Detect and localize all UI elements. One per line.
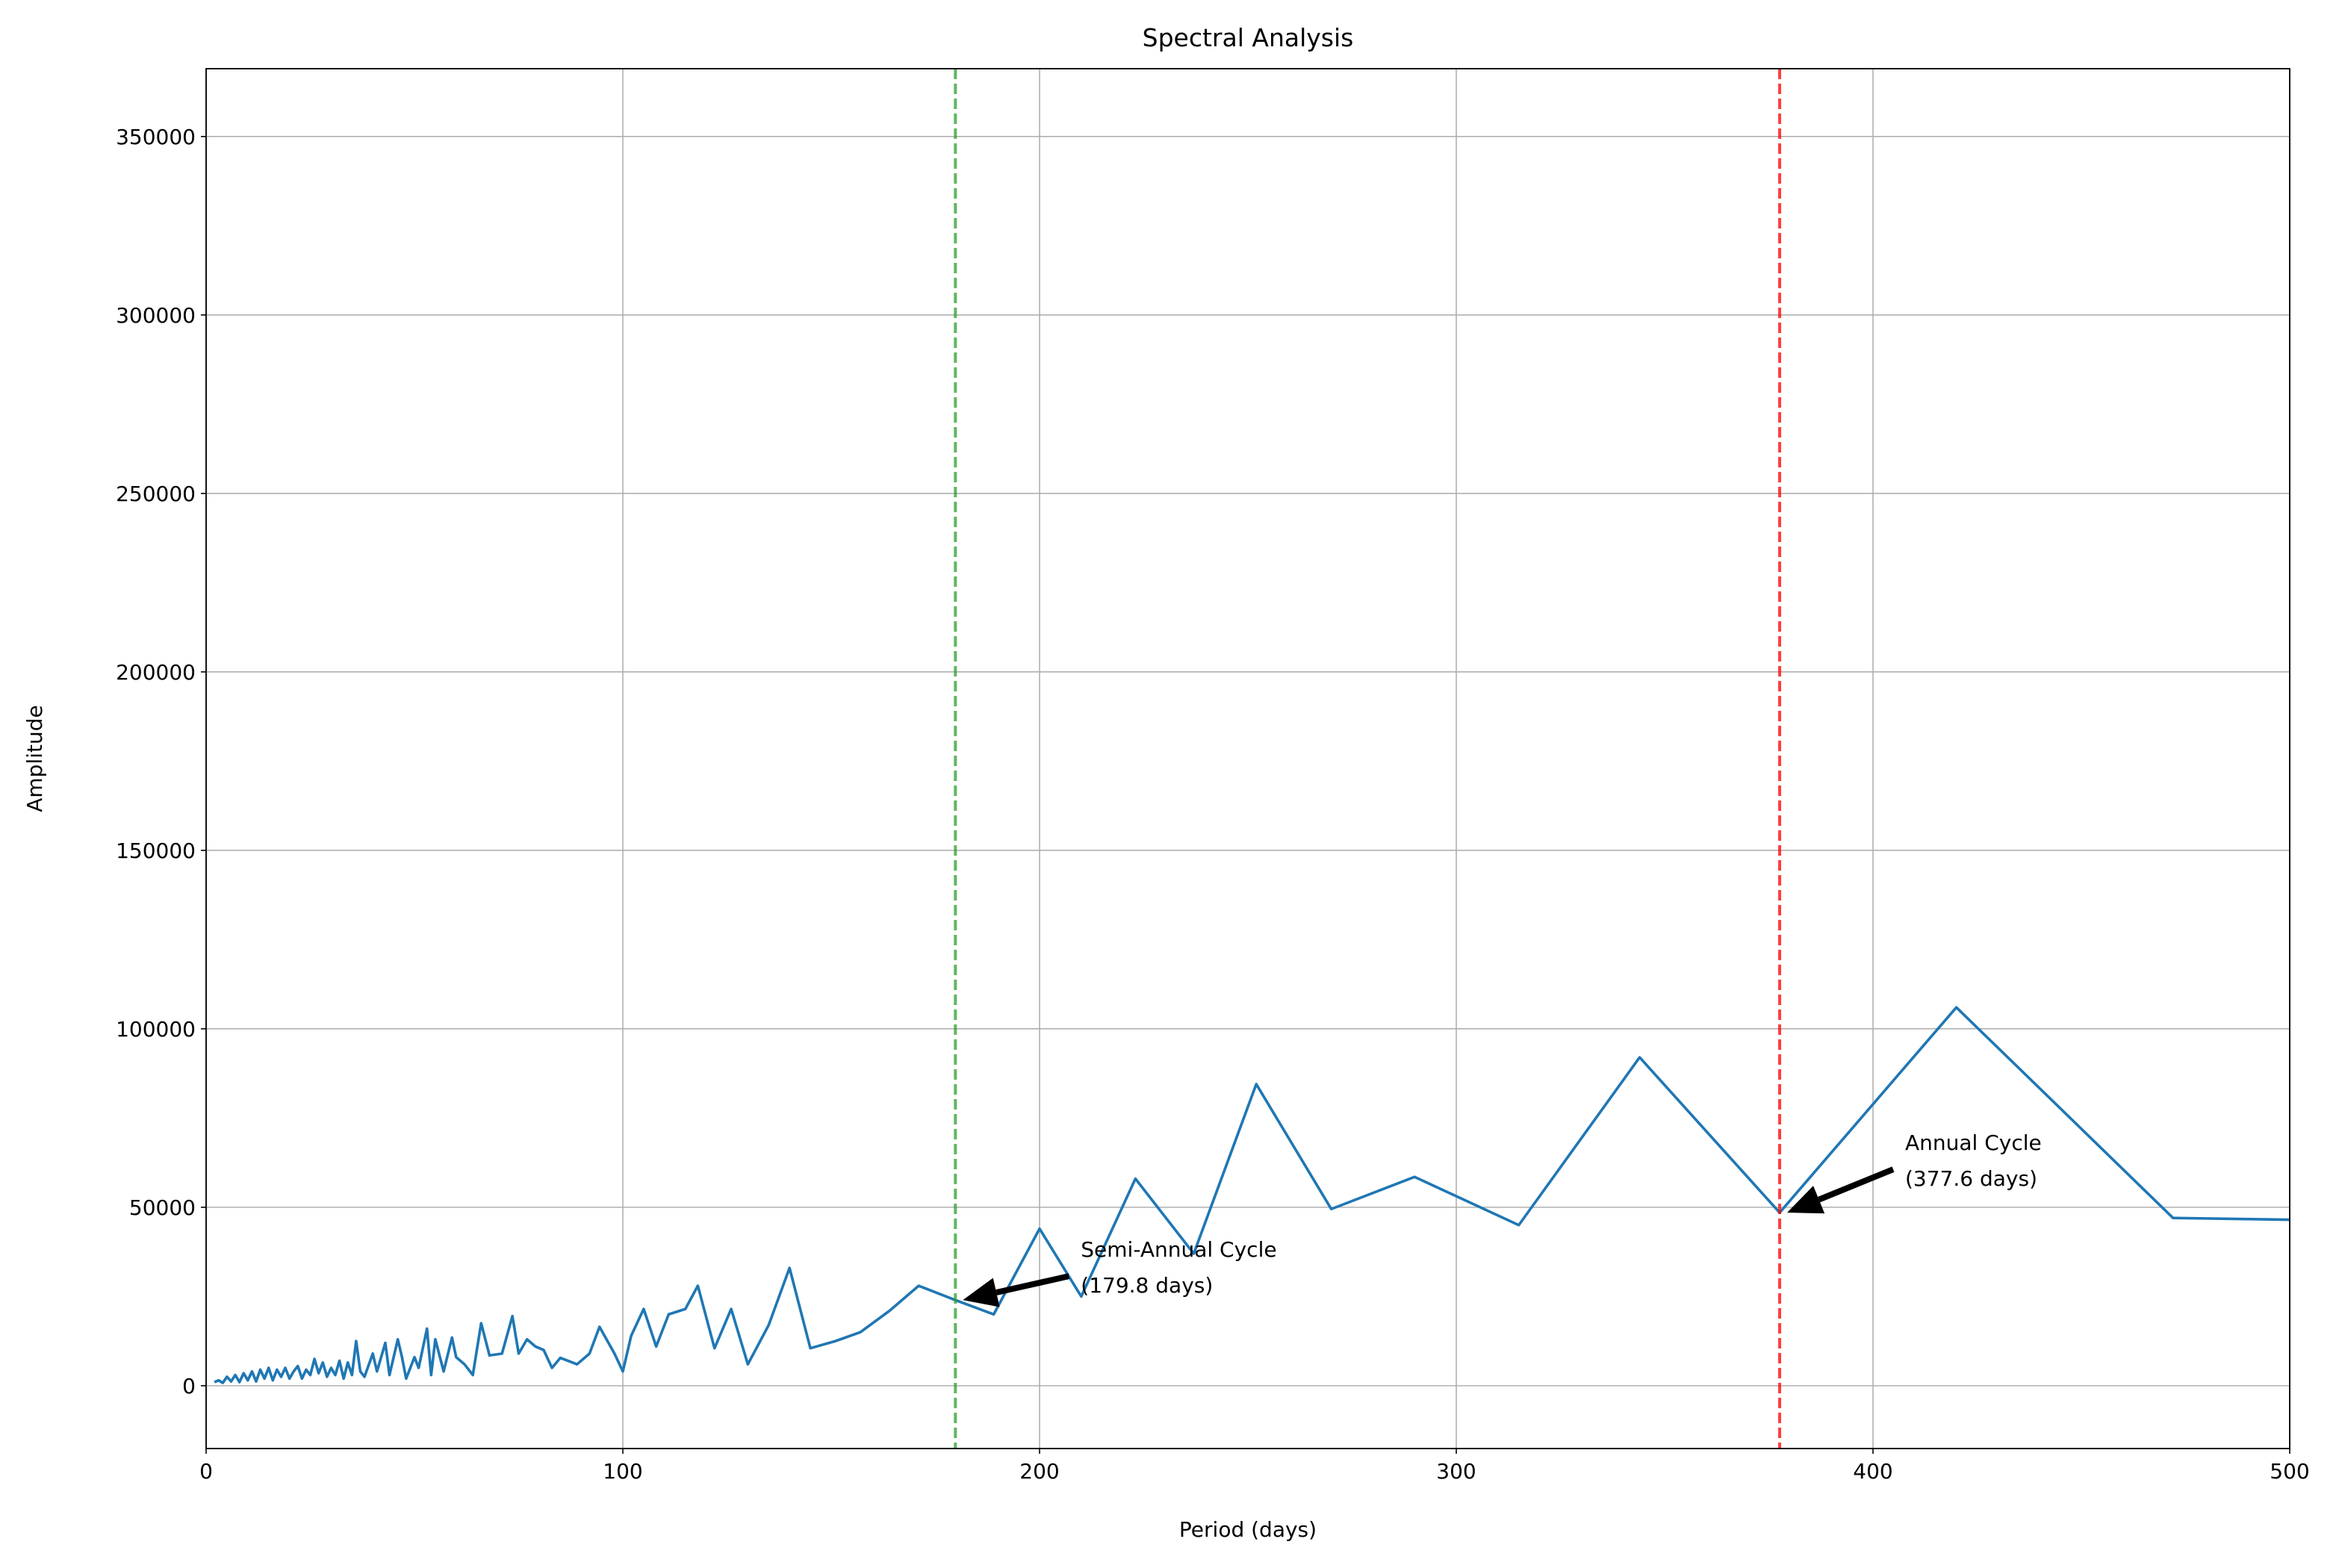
x-tick-label: 500 — [2270, 1459, 2309, 1484]
annotation-text: (179.8 days) — [1081, 1273, 1213, 1298]
y-tick-label: 100000 — [116, 1017, 196, 1042]
arrow-head — [963, 1278, 1000, 1307]
y-tick-label: 50000 — [129, 1195, 196, 1220]
y-tick-label: 200000 — [116, 660, 196, 685]
y-tick-label: 250000 — [116, 482, 196, 506]
annotation-arrow — [995, 1273, 1070, 1295]
annotation-text: Semi-Annual Cycle — [1081, 1237, 1276, 1262]
data-line — [214, 1006, 2290, 1384]
annotation-text: Annual Cycle — [1905, 1130, 2042, 1155]
y-tick-label: 150000 — [116, 839, 196, 863]
x-tick-label: 100 — [603, 1459, 642, 1484]
x-tick-label: 200 — [1019, 1459, 1059, 1484]
y-tick-label: 350000 — [116, 125, 196, 149]
x-tick-label: 300 — [1436, 1459, 1476, 1484]
y-tick-label: 300000 — [116, 303, 196, 328]
annotation-text: (377.6 days) — [1905, 1166, 2037, 1191]
plot-frame — [205, 68, 2290, 1449]
y-axis-label: Amplitude — [22, 705, 47, 812]
arrow-head — [1787, 1186, 1825, 1214]
annotation-arrow — [1818, 1166, 1895, 1203]
x-axis-label: Period (days) — [1179, 1517, 1317, 1542]
x-tick-label: 0 — [199, 1459, 213, 1484]
y-tick-label: 0 — [182, 1374, 196, 1399]
chart-title: Spectral Analysis — [1143, 23, 1354, 52]
x-tick-label: 400 — [1853, 1459, 1892, 1484]
